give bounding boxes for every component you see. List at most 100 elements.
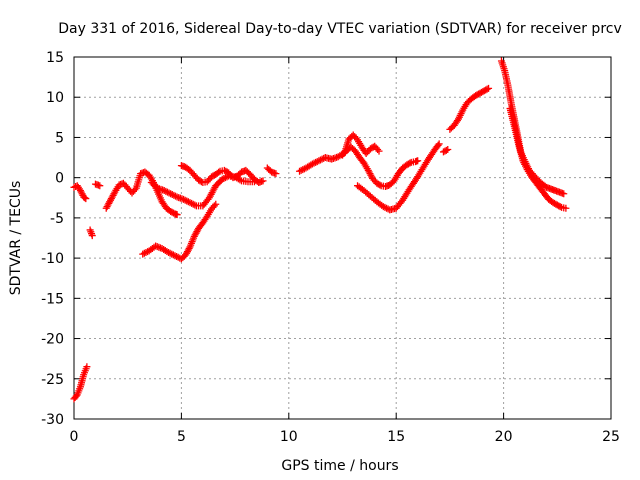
grid	[74, 57, 611, 419]
y-tick-label: 10	[46, 90, 64, 106]
data-point	[442, 146, 450, 154]
data-point	[186, 199, 194, 207]
y-tick-label: 0	[55, 171, 64, 187]
data-point	[562, 204, 570, 212]
data-point	[165, 189, 173, 197]
data-point	[379, 203, 387, 211]
series-s9	[263, 164, 280, 178]
data-point	[483, 85, 491, 93]
data-point	[318, 155, 326, 163]
data-point	[171, 252, 179, 260]
data-point	[180, 195, 188, 203]
data-point	[168, 191, 176, 199]
y-tick-label: -30	[41, 412, 64, 428]
series-s12	[354, 140, 443, 214]
data-point	[189, 200, 197, 208]
data-point	[168, 250, 176, 258]
data-point	[139, 250, 147, 258]
y-axis-label: SDTVAR / TECUs	[8, 181, 24, 296]
y-tick-label: -5	[50, 211, 64, 227]
data-point	[485, 84, 493, 92]
series-s4	[91, 180, 104, 190]
x-axis-ticks: 0 5 10 15 20 25	[70, 57, 620, 445]
data-point	[142, 248, 150, 256]
data-point	[299, 166, 307, 174]
data-point	[160, 187, 168, 195]
data-point	[96, 182, 104, 190]
data-point	[131, 186, 139, 194]
series-s3	[86, 226, 96, 240]
y-tick-label: -20	[41, 332, 64, 348]
data-point	[220, 174, 228, 182]
data-point	[259, 177, 267, 185]
data-point	[221, 174, 229, 182]
data-point	[167, 190, 175, 198]
data-point	[181, 196, 189, 204]
data-point	[310, 159, 318, 167]
data-point	[171, 192, 179, 200]
x-tick-label: 10	[280, 429, 298, 445]
data-point	[383, 204, 391, 212]
data-point	[434, 141, 442, 149]
data-point	[170, 191, 178, 199]
data-point	[313, 158, 321, 166]
y-tick-label: -25	[41, 372, 64, 388]
series-s1	[70, 182, 90, 203]
data-point	[169, 251, 177, 259]
data-point	[173, 211, 181, 219]
data-point	[191, 201, 199, 209]
data-point	[374, 146, 382, 154]
data-point	[210, 202, 218, 210]
data-point	[444, 146, 452, 154]
plot-frame	[73, 56, 612, 420]
data-point	[81, 194, 89, 202]
x-tick-label: 20	[495, 429, 513, 445]
y-tick-label: -10	[41, 251, 64, 267]
data-point	[162, 187, 170, 195]
data-point	[296, 167, 304, 175]
y-tick-label: 5	[55, 130, 64, 146]
data-point	[556, 203, 564, 211]
data-point	[78, 190, 86, 198]
data-point	[83, 363, 91, 371]
data-point	[184, 198, 192, 206]
data-point	[297, 166, 305, 174]
data-point	[376, 181, 384, 189]
y-tick-label: -15	[41, 291, 64, 307]
data-point	[236, 176, 244, 184]
chart-title: Day 331 of 2016, Sidereal Day-to-day VTE…	[58, 21, 622, 37]
data-point	[435, 140, 443, 148]
y-tick-label: 15	[46, 50, 64, 66]
data-point	[77, 188, 85, 196]
data-point	[188, 199, 196, 207]
data-point	[163, 188, 171, 196]
series-s2	[70, 363, 91, 403]
data-point	[215, 168, 223, 176]
data-point	[560, 190, 568, 198]
x-tick-label: 15	[387, 429, 405, 445]
data-point	[183, 197, 191, 205]
data-point	[375, 147, 383, 155]
data-point	[381, 203, 389, 211]
data-point	[88, 232, 96, 240]
data-point	[140, 249, 148, 257]
data-point	[315, 157, 323, 165]
x-axis-label: GPS time / hours	[281, 458, 398, 474]
x-tick-label: 25	[602, 429, 620, 445]
data-points	[70, 57, 570, 403]
x-tick-label: 5	[177, 429, 186, 445]
data-point	[316, 156, 324, 164]
series-s6	[139, 200, 220, 263]
x-tick-label: 0	[70, 429, 79, 445]
series-s16	[506, 104, 570, 212]
data-point	[82, 195, 90, 203]
data-point	[166, 249, 174, 257]
data-point	[312, 158, 320, 166]
data-point	[173, 253, 181, 261]
data-point	[185, 244, 193, 252]
series-s13	[439, 146, 452, 156]
data-point	[250, 178, 258, 186]
data-point	[76, 187, 84, 195]
series-s11	[339, 143, 422, 191]
